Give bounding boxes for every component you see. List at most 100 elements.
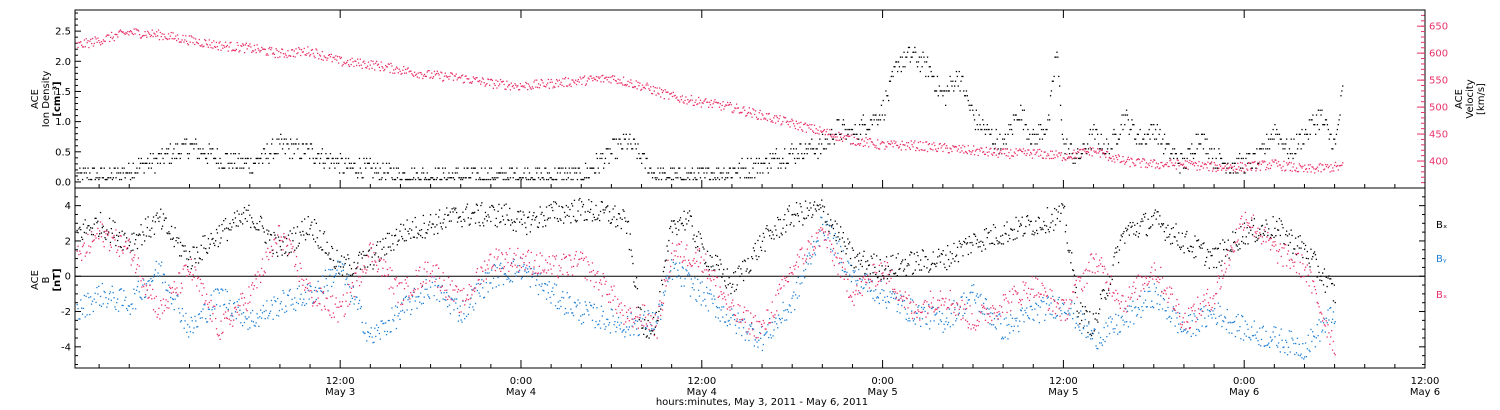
density-series-point — [245, 162, 247, 164]
velocity-series-point — [261, 46, 263, 48]
density-series-point — [258, 162, 260, 164]
b-series-bx-point — [403, 240, 406, 242]
density-series-point — [81, 178, 84, 181]
b-series-bx-point — [1181, 232, 1183, 234]
velocity-series-point — [797, 129, 799, 131]
velocity-series-point — [127, 30, 129, 33]
density-series-point — [944, 90, 946, 92]
density-series-point — [543, 178, 545, 181]
b-series-by-point — [243, 321, 246, 324]
velocity-series-point — [1136, 158, 1139, 160]
density-series-point — [956, 75, 958, 78]
density-series-point — [406, 178, 408, 181]
b-series-bx-point — [394, 234, 397, 236]
velocity-series-point — [1226, 163, 1228, 166]
density-tick-label: 0.5 — [55, 147, 71, 158]
velocity-series-point — [251, 51, 253, 53]
density-series-point — [964, 95, 966, 97]
velocity-series-point — [664, 89, 666, 91]
b-legend-entry: Bₓ — [1436, 220, 1447, 231]
b-series-bx-point — [251, 217, 253, 219]
density-series-point — [1168, 143, 1170, 145]
b-series-bx-point — [463, 218, 465, 221]
b-series-bx-point — [707, 265, 710, 268]
b-series-bx-point — [665, 259, 667, 261]
velocity-series-point — [635, 80, 637, 82]
b-series-by-point — [337, 260, 339, 262]
b-series-by-point — [427, 294, 429, 296]
b-series-by-point — [206, 321, 208, 323]
velocity-series-point — [186, 43, 189, 45]
b-series-bx-point — [642, 327, 644, 329]
velocity-series-point — [564, 78, 566, 80]
b-series-by-point — [310, 285, 312, 288]
b-series-by-point — [404, 296, 406, 299]
b-series-by-point — [240, 322, 242, 324]
b-series-by-point — [497, 276, 499, 279]
density-series-point — [187, 157, 190, 160]
b-series-bx-point — [326, 241, 328, 243]
b-series-bx-point — [573, 199, 576, 201]
density-series-point — [361, 177, 363, 179]
b-series-bx-point — [744, 260, 746, 262]
velocity-series-point — [936, 150, 939, 153]
velocity-series-point — [710, 99, 712, 102]
velocity-series-point — [125, 32, 127, 34]
b-series-bx-point — [1142, 220, 1144, 222]
density-series-point — [218, 167, 220, 169]
b-series-bx-point — [1256, 239, 1258, 242]
b-series-bx-point — [706, 250, 709, 252]
b-series-bx-point — [1169, 233, 1171, 236]
density-series-point — [724, 178, 726, 181]
density-series-point — [638, 153, 640, 155]
b-series-bx-point — [139, 234, 141, 236]
velocity-series-point — [605, 76, 607, 78]
b-series-by-point — [605, 326, 607, 328]
b-series-bx-point — [1321, 280, 1323, 282]
b-series-bx-point — [1084, 306, 1086, 308]
density-series-point — [914, 46, 916, 49]
b-series-bx-point — [314, 241, 317, 243]
velocity-series-point — [437, 72, 439, 74]
b-series-by-point — [370, 327, 372, 329]
velocity-series-point — [1011, 155, 1014, 157]
b-series-by-point — [545, 298, 548, 300]
density-series-point — [1084, 148, 1086, 150]
b-series-bx-point — [1194, 235, 1196, 237]
b-series-bx-point — [791, 214, 793, 216]
b-series-bx-point — [169, 233, 171, 235]
b-series-bx-point — [444, 213, 446, 216]
density-series-point — [121, 167, 123, 169]
b-series-by-point — [478, 292, 480, 294]
density-series-point — [498, 172, 500, 174]
density-series-point — [337, 157, 339, 160]
b-series-bx-point — [854, 256, 856, 259]
velocity-series-point — [916, 147, 918, 149]
velocity-series-point — [319, 54, 321, 56]
velocity-series-point — [1334, 161, 1337, 164]
b-series-by-point — [256, 313, 258, 315]
b-series-by-point — [223, 304, 225, 306]
b-series-bx-point — [1172, 227, 1174, 229]
velocity-series-point — [777, 120, 779, 122]
velocity-series-point — [388, 63, 390, 65]
b-series-bx-point — [155, 214, 157, 216]
velocity-series-point — [210, 46, 212, 49]
density-series-point — [1263, 143, 1265, 145]
velocity-series-point — [276, 49, 278, 52]
b-series-by-point — [107, 302, 109, 305]
density-series-point — [253, 162, 256, 164]
velocity-series-point — [1239, 161, 1242, 164]
b-series-bx-point — [1038, 217, 1040, 219]
b-series-bx-point — [1313, 251, 1316, 253]
b-series-bx-point — [1165, 227, 1167, 229]
b-series-by-point — [433, 295, 435, 297]
b-series-bx-point — [93, 223, 95, 225]
velocity-series-point — [1038, 155, 1040, 157]
density-series-point — [940, 90, 942, 92]
density-series-point — [879, 119, 882, 121]
density-series-point — [356, 172, 358, 174]
velocity-series-point — [1034, 153, 1036, 156]
b-series-bx-point — [883, 278, 885, 280]
b-series-by-point — [328, 268, 330, 271]
